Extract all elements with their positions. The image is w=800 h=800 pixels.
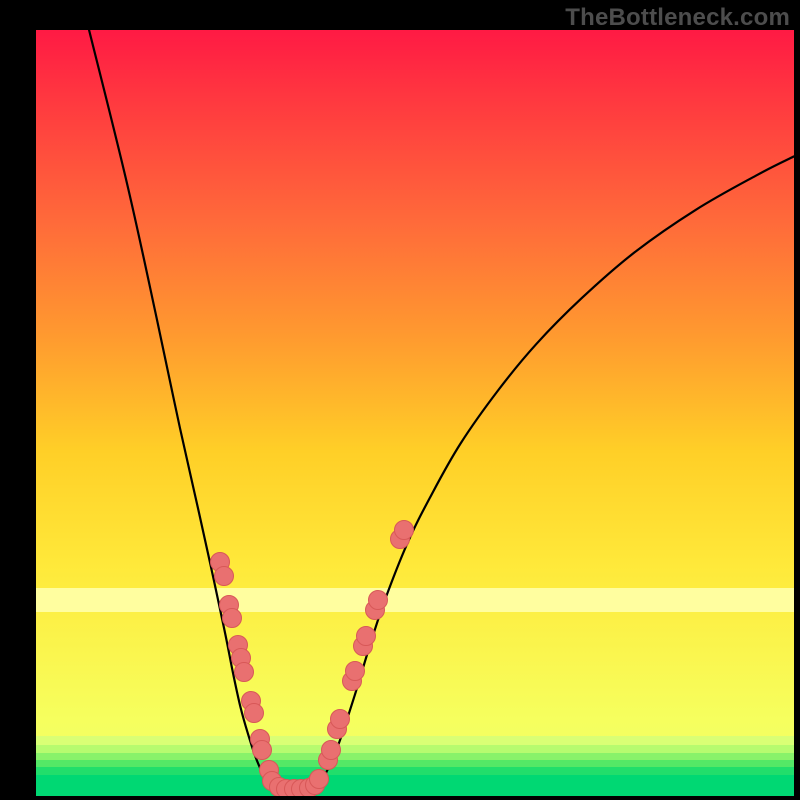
data-marker bbox=[222, 608, 242, 628]
data-marker bbox=[214, 566, 234, 586]
data-marker bbox=[394, 520, 414, 540]
data-marker bbox=[345, 661, 365, 681]
data-marker bbox=[244, 703, 264, 723]
data-marker bbox=[330, 709, 350, 729]
bottleneck-curve bbox=[36, 30, 794, 796]
curve-path bbox=[89, 30, 794, 790]
plot-area bbox=[36, 30, 794, 796]
data-marker bbox=[356, 626, 376, 646]
chart-stage: TheBottleneck.com bbox=[0, 0, 800, 800]
data-marker bbox=[321, 740, 341, 760]
data-marker bbox=[252, 740, 272, 760]
data-marker bbox=[234, 662, 254, 682]
watermark-text: TheBottleneck.com bbox=[565, 4, 790, 32]
data-marker bbox=[368, 590, 388, 610]
data-marker bbox=[309, 769, 329, 789]
